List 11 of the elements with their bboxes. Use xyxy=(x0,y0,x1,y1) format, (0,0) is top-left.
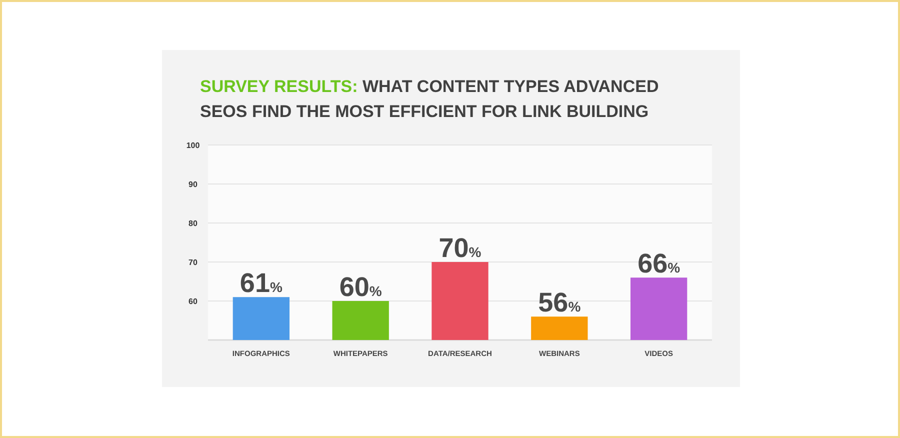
data-label: 66% xyxy=(638,248,681,279)
data-label: 70% xyxy=(438,233,482,263)
data-label: 61% xyxy=(240,268,283,298)
chart-title: SURVEY RESULTS: WHAT CONTENT TYPES ADVANCED SEOS FIND THE MOST EFFICIENT FOR LINK BUILDING xyxy=(200,77,659,121)
data-label: 60% xyxy=(339,272,382,302)
y-tick-label: 70 xyxy=(188,258,198,267)
y-tick-label: 80 xyxy=(188,218,198,228)
y-tick-label: 100 xyxy=(186,140,200,150)
data-label: 56% xyxy=(538,288,582,318)
y-tick-label: 90 xyxy=(188,180,198,189)
y-tick-label: 60 xyxy=(188,296,198,306)
